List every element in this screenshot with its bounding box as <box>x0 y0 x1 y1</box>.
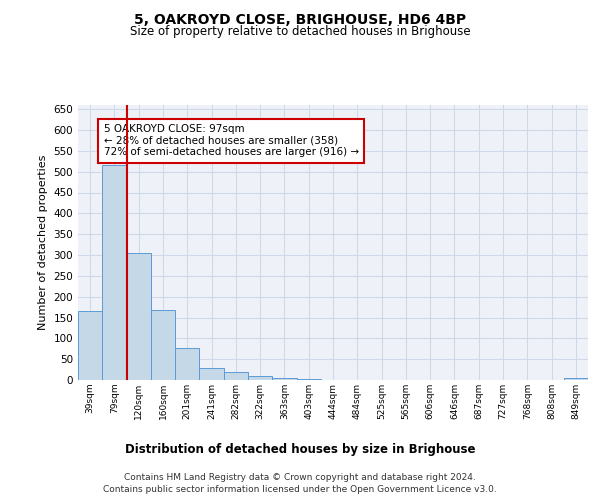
Bar <box>127 254 151 380</box>
Y-axis label: Number of detached properties: Number of detached properties <box>38 155 48 330</box>
Text: 5 OAKROYD CLOSE: 97sqm
← 28% of detached houses are smaller (358)
72% of semi-de: 5 OAKROYD CLOSE: 97sqm ← 28% of detached… <box>104 124 359 158</box>
Text: Size of property relative to detached houses in Brighouse: Size of property relative to detached ho… <box>130 25 470 38</box>
Bar <box>272 378 296 380</box>
Bar <box>224 372 248 380</box>
Bar <box>199 368 224 380</box>
Bar <box>102 166 127 380</box>
Text: 5, OAKROYD CLOSE, BRIGHOUSE, HD6 4BP: 5, OAKROYD CLOSE, BRIGHOUSE, HD6 4BP <box>134 12 466 26</box>
Bar <box>564 378 588 380</box>
Bar <box>248 376 272 380</box>
Text: Distribution of detached houses by size in Brighouse: Distribution of detached houses by size … <box>125 442 475 456</box>
Bar <box>175 348 199 380</box>
Text: Contains HM Land Registry data © Crown copyright and database right 2024.: Contains HM Land Registry data © Crown c… <box>124 472 476 482</box>
Text: Contains public sector information licensed under the Open Government Licence v3: Contains public sector information licen… <box>103 485 497 494</box>
Bar <box>296 379 321 380</box>
Bar <box>151 310 175 380</box>
Bar <box>78 311 102 380</box>
